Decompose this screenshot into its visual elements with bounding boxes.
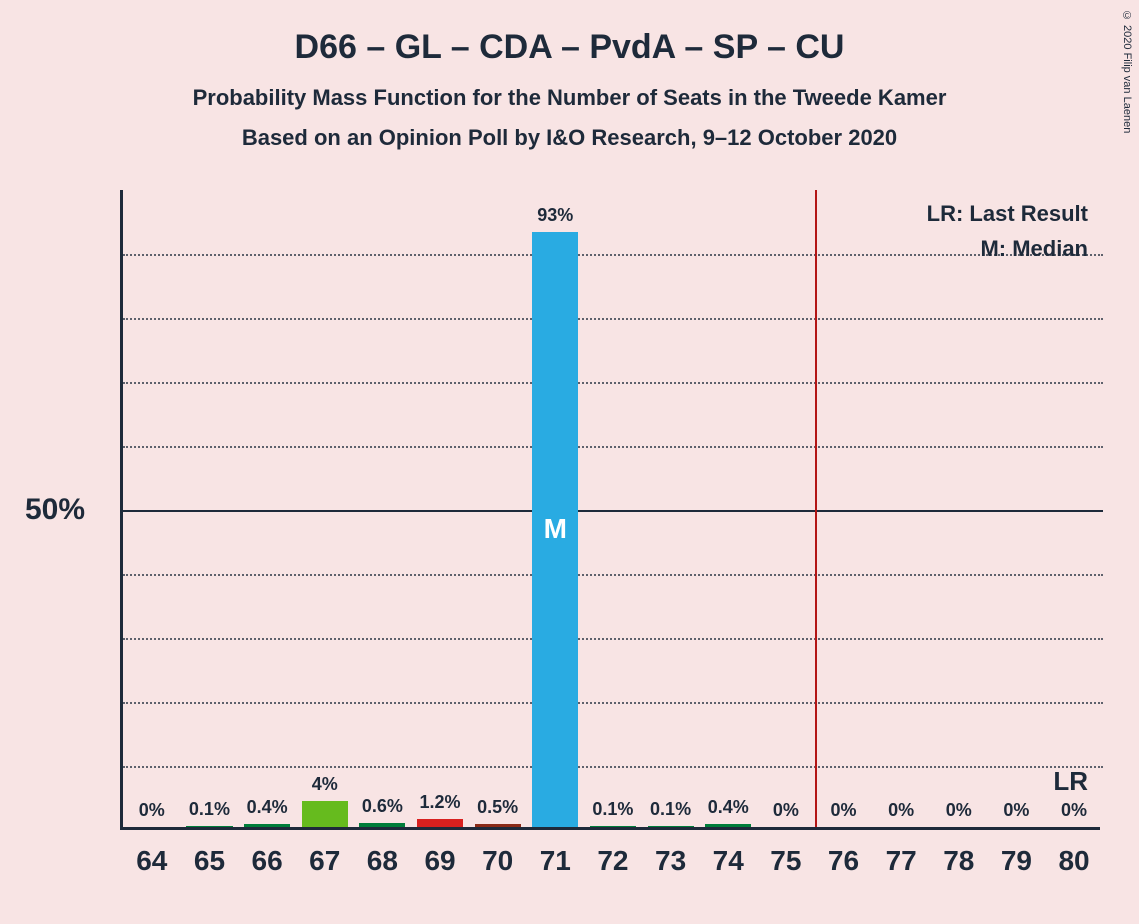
bar-value-label: 0.5% xyxy=(477,797,518,818)
bar: 0.6% xyxy=(359,823,405,827)
bar-value-label: 0% xyxy=(830,800,856,821)
bar-slot: 0.6%68 xyxy=(354,187,412,827)
bar-slot: 0.1%65 xyxy=(181,187,239,827)
chart-plot-area: LR: Last Result M: Median LR0%640.1%650.… xyxy=(120,190,1100,830)
bar-value-label: 0.1% xyxy=(189,799,230,820)
bar-value-label: 0.4% xyxy=(708,797,749,818)
x-tick-label: 74 xyxy=(713,845,744,877)
bar-slot: 93%M71 xyxy=(526,187,584,827)
bar-value-label: 0% xyxy=(773,800,799,821)
bar-value-label: 0% xyxy=(1003,800,1029,821)
bar: 0.1% xyxy=(648,826,694,827)
bar-slot: 4%67 xyxy=(296,187,354,827)
bar: 0.4% xyxy=(705,824,751,827)
x-tick-label: 65 xyxy=(194,845,225,877)
x-tick-label: 73 xyxy=(655,845,686,877)
x-tick-label: 72 xyxy=(597,845,628,877)
chart-axes: LR: Last Result M: Median LR0%640.1%650.… xyxy=(120,190,1100,830)
x-tick-label: 71 xyxy=(540,845,571,877)
x-tick-label: 76 xyxy=(828,845,859,877)
bar-value-label: 1.2% xyxy=(419,792,460,813)
bar-slot: 0.4%74 xyxy=(699,187,757,827)
bar: 4% xyxy=(302,801,348,827)
x-tick-label: 80 xyxy=(1058,845,1089,877)
bar-value-label: 0% xyxy=(888,800,914,821)
x-tick-label: 68 xyxy=(367,845,398,877)
bar-value-label: 93% xyxy=(537,205,573,226)
bar-value-label: 0% xyxy=(139,800,165,821)
x-tick-label: 66 xyxy=(252,845,283,877)
bar-slot: 0%80 xyxy=(1045,187,1103,827)
bar-value-label: 0% xyxy=(1061,800,1087,821)
bar-value-label: 0.4% xyxy=(247,797,288,818)
bar: 0.1% xyxy=(590,826,636,827)
bars-container: 0%640.1%650.4%664%670.6%681.2%690.5%7093… xyxy=(123,187,1103,827)
bar-slot: 1.2%69 xyxy=(411,187,469,827)
bar-slot: 0%78 xyxy=(930,187,988,827)
bar-slot: 0.5%70 xyxy=(469,187,527,827)
x-tick-label: 78 xyxy=(943,845,974,877)
median-marker: M xyxy=(544,513,567,545)
bar-slot: 0%76 xyxy=(815,187,873,827)
x-tick-label: 64 xyxy=(136,845,167,877)
x-tick-label: 69 xyxy=(424,845,455,877)
bar-slot: 0%77 xyxy=(872,187,930,827)
y-axis-major-label: 50% xyxy=(25,493,85,527)
x-tick-label: 67 xyxy=(309,845,340,877)
bar-slot: 0.1%72 xyxy=(584,187,642,827)
bar: 0.5% xyxy=(475,824,521,827)
bar-slot: 0%75 xyxy=(757,187,815,827)
bar-slot: 0%79 xyxy=(988,187,1046,827)
bar-value-label: 4% xyxy=(312,774,338,795)
x-tick-label: 77 xyxy=(886,845,917,877)
bar-slot: 0.4%66 xyxy=(238,187,296,827)
bar-value-label: 0% xyxy=(946,800,972,821)
bar: 1.2% xyxy=(417,819,463,827)
x-tick-label: 70 xyxy=(482,845,513,877)
bar-value-label: 0.1% xyxy=(650,799,691,820)
bar-slot: 0%64 xyxy=(123,187,181,827)
bar: 93%M xyxy=(532,232,578,827)
x-tick-label: 75 xyxy=(770,845,801,877)
bar-value-label: 0.1% xyxy=(592,799,633,820)
bar-slot: 0.1%73 xyxy=(642,187,700,827)
chart-title: D66 – GL – CDA – PvdA – SP – CU xyxy=(0,0,1139,67)
bar-value-label: 0.6% xyxy=(362,796,403,817)
x-tick-label: 79 xyxy=(1001,845,1032,877)
copyright-text: © 2020 Filip van Laenen xyxy=(1121,10,1133,133)
bar: 0.4% xyxy=(244,824,290,827)
chart-subtitle-2: Based on an Opinion Poll by I&O Research… xyxy=(0,111,1139,151)
chart-subtitle-1: Probability Mass Function for the Number… xyxy=(0,67,1139,111)
bar: 0.1% xyxy=(186,826,232,827)
